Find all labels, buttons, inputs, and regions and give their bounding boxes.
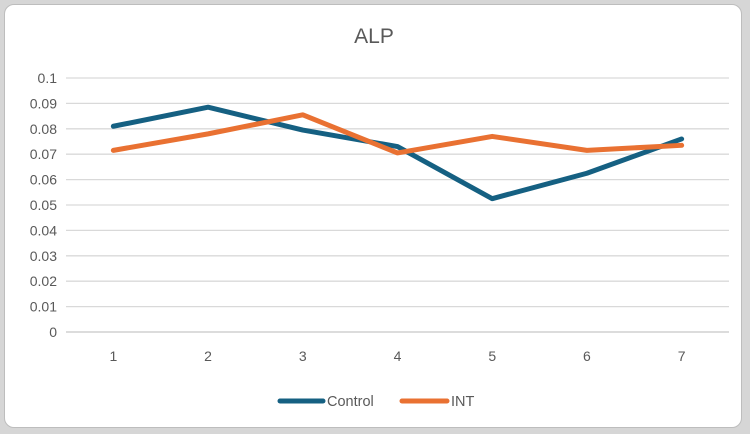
y-tick-label: 0.06 (30, 172, 57, 188)
x-tick-label: 2 (204, 348, 212, 364)
y-tick-label: 0.1 (38, 70, 58, 86)
legend-label-control: Control (327, 394, 374, 410)
x-tick-label: 1 (109, 348, 117, 364)
legend-label-int: INT (451, 394, 475, 410)
x-tick-label: 5 (488, 348, 496, 364)
series-line-int (110, 112, 685, 156)
x-axis-labels: 1 2 3 4 5 6 7 (109, 348, 685, 364)
x-tick-label: 7 (678, 348, 686, 364)
y-tick-label: 0.07 (30, 146, 57, 162)
series-line-control (110, 104, 685, 202)
y-tick-label: 0.08 (30, 121, 57, 137)
legend: Control INT (277, 394, 475, 410)
y-tick-label: 0.01 (30, 299, 57, 315)
y-tick-label: 0.04 (30, 222, 57, 238)
series-lines (110, 104, 685, 202)
x-tick-label: 6 (583, 348, 591, 364)
gridlines (66, 77, 729, 333)
x-tick-label: 3 (299, 348, 307, 364)
y-axis-labels: 0 0.01 0.02 0.03 0.04 0.05 0.06 0.07 0.08 0.09 0.1 (30, 70, 57, 340)
chart-panel (4, 4, 742, 428)
y-tick-label: 0.03 (30, 248, 57, 264)
y-tick-label: 0.05 (30, 197, 57, 213)
x-tick-label: 4 (394, 348, 402, 364)
y-tick-label: 0.02 (30, 273, 57, 289)
y-tick-label: 0.09 (30, 95, 57, 111)
y-tick-label: 0 (49, 324, 57, 340)
chart-title: ALP (354, 25, 394, 48)
